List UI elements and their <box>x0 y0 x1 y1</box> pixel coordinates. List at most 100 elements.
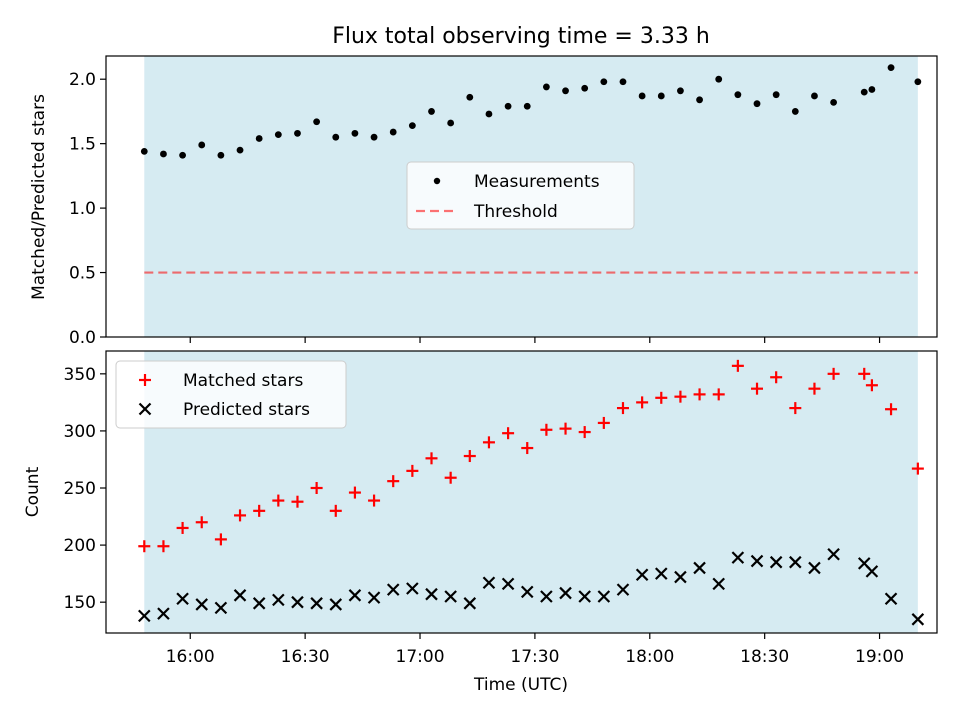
measurement-point <box>160 150 167 158</box>
top-x-ticks <box>189 337 881 343</box>
measurements-points <box>140 64 922 159</box>
predicted-star-point <box>827 547 840 561</box>
predicted-star-point <box>233 589 247 602</box>
matched-star-point <box>234 509 247 522</box>
matched-star-point <box>387 475 400 488</box>
matched-star-point <box>655 391 668 404</box>
predicted-star-point <box>252 597 266 610</box>
matched-star-point <box>310 482 323 495</box>
matched-star-point <box>789 402 802 415</box>
y-tick-label: 200 <box>64 536 96 556</box>
legend-matched-marker <box>139 374 151 386</box>
measurement-point <box>791 108 799 115</box>
measurement-point <box>868 86 876 93</box>
y-tick-label: 350 <box>64 365 96 385</box>
predicted-star-point <box>501 577 515 591</box>
measurement-point <box>600 78 608 86</box>
measurement-point <box>294 129 301 137</box>
matched-star-point <box>521 442 534 455</box>
predicted-star-point <box>911 613 925 626</box>
measurement-point <box>179 151 186 159</box>
matched-star-point <box>559 422 572 435</box>
predicted-star-point <box>712 577 725 591</box>
matched-star-point <box>425 452 438 465</box>
matched-star-point <box>712 388 725 401</box>
matched-star-point <box>291 495 304 508</box>
legend-box <box>406 161 635 230</box>
measurement-point <box>914 78 922 86</box>
predicted-star-point <box>425 587 438 601</box>
predicted-star-point <box>176 592 189 606</box>
measurement-point <box>772 91 780 99</box>
predicted-star-point <box>616 583 630 596</box>
bottom-y-axis-label: Count <box>23 466 43 517</box>
measurement-point <box>657 92 665 100</box>
measurement-point <box>830 99 838 106</box>
top-y-ticks: 0.0 0.5 1.0 1.5 2.0 <box>69 70 106 348</box>
measurement-point <box>638 92 646 100</box>
matched-star-point <box>463 450 476 463</box>
matched-star-point <box>176 521 189 534</box>
predicted-star-point <box>138 609 151 623</box>
y-tick-label: 0.5 <box>69 264 96 284</box>
measurement-point <box>696 96 703 104</box>
predicted-star-point <box>750 554 764 568</box>
matched-star-point <box>885 403 898 416</box>
matched-star-point <box>368 494 381 507</box>
predicted-star-point <box>808 561 821 575</box>
predicted-star-point <box>195 598 209 611</box>
matched-star-point <box>214 533 227 546</box>
top-y-axis-label: Matched/Predicted stars <box>29 94 49 300</box>
x-tick-label: 16:30 <box>281 647 330 667</box>
measurement-point <box>581 84 589 92</box>
measurement-point <box>753 100 761 108</box>
matched-star-point <box>348 486 361 499</box>
legend-threshold-label: Threshold <box>473 202 558 222</box>
bottom-panel: 150 200 250 300 350 16:00 16:30 17:00 17:30 18:0… <box>23 350 938 695</box>
legend-predicted-label: Predicted stars <box>183 400 310 420</box>
measurement-point <box>255 135 263 142</box>
measurement-point <box>811 92 818 100</box>
matched-star-point <box>540 423 553 436</box>
predicted-star-point <box>597 590 611 603</box>
measurement-point <box>466 93 474 101</box>
matched-star-point <box>731 359 744 372</box>
predicted-star-point <box>463 597 477 610</box>
measurement-point <box>370 133 378 141</box>
matched-star-point <box>865 379 878 392</box>
measurement-point <box>715 75 723 83</box>
predicted-star-point <box>789 555 802 569</box>
top-legend: Measurements Threshold <box>406 161 635 230</box>
measurement-point <box>734 91 742 99</box>
predicted-star-point <box>329 598 343 611</box>
measurement-point <box>887 64 895 72</box>
matched-star-point <box>253 504 266 517</box>
measurement-point <box>485 110 493 118</box>
predicted-star-point <box>884 592 898 606</box>
legend-measurements-label: Measurements <box>474 172 600 192</box>
measurement-point <box>860 88 868 96</box>
y-tick-label: 1.5 <box>69 135 96 155</box>
measurement-point <box>408 122 416 130</box>
measurement-point <box>542 83 550 91</box>
matched-star-point <box>616 402 629 415</box>
matched-star-point <box>444 471 457 484</box>
predicted-star-point <box>386 583 400 596</box>
predicted-star-point <box>635 568 649 582</box>
matched-star-point <box>482 436 495 449</box>
measurement-point <box>504 102 512 110</box>
matched-star-point <box>770 371 783 384</box>
y-tick-label: 300 <box>64 422 96 442</box>
x-tick-label: 18:30 <box>740 647 789 667</box>
matched-star-point <box>138 540 151 553</box>
matched-star-point <box>195 516 208 529</box>
predicted-star-point <box>348 589 362 602</box>
x-tick-label: 17:30 <box>510 647 559 667</box>
matched-star-point <box>272 494 285 507</box>
legend-predicted-marker <box>138 402 152 416</box>
matched-star-point <box>693 388 706 401</box>
predicted-star-point <box>157 607 170 620</box>
x-tick-label: 17:00 <box>396 647 445 667</box>
top-axes-frame <box>105 55 938 338</box>
